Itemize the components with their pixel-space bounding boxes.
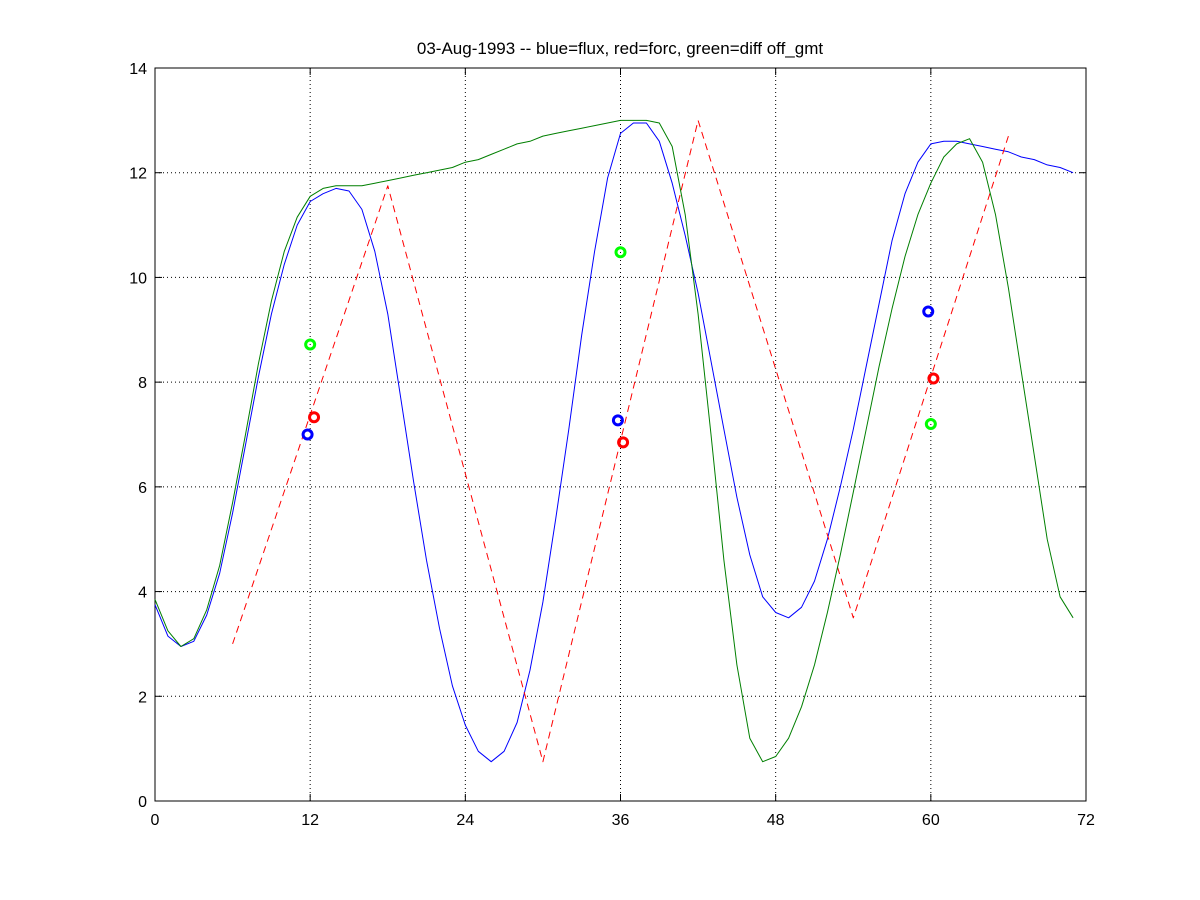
data-marker bbox=[614, 246, 627, 259]
series-line-2 bbox=[154, 119, 1074, 763]
series-line-1 bbox=[232, 119, 1009, 763]
x-tick-label: 0 bbox=[151, 812, 160, 829]
series-line-0 bbox=[154, 122, 1074, 763]
y-tick-label: 14 bbox=[129, 61, 147, 78]
x-tick-label: 48 bbox=[767, 812, 785, 829]
data-marker bbox=[617, 436, 630, 449]
y-tick-label: 6 bbox=[138, 480, 147, 497]
x-tick-label: 12 bbox=[301, 812, 319, 829]
y-tick-label: 2 bbox=[138, 689, 147, 706]
data-marker bbox=[304, 338, 317, 351]
data-marker bbox=[301, 428, 314, 441]
y-tick-label: 12 bbox=[129, 166, 147, 183]
data-marker bbox=[927, 372, 940, 385]
data-marker bbox=[924, 418, 937, 431]
point-markers bbox=[301, 246, 940, 449]
x-tick-label: 72 bbox=[1077, 812, 1095, 829]
x-tick-label: 24 bbox=[456, 812, 474, 829]
y-tick-label: 0 bbox=[138, 794, 147, 811]
data-marker bbox=[611, 414, 624, 427]
y-tick-label: 10 bbox=[129, 270, 147, 287]
y-tick-label: 8 bbox=[138, 375, 147, 392]
series-lines bbox=[154, 119, 1074, 763]
x-tick-label: 60 bbox=[922, 812, 940, 829]
chart-title: 03-Aug-1993 -- blue=flux, red=forc, gree… bbox=[417, 39, 823, 58]
x-tick-label: 36 bbox=[612, 812, 630, 829]
data-marker bbox=[922, 305, 935, 318]
y-tick-label: 4 bbox=[138, 585, 147, 602]
data-marker bbox=[308, 411, 321, 424]
